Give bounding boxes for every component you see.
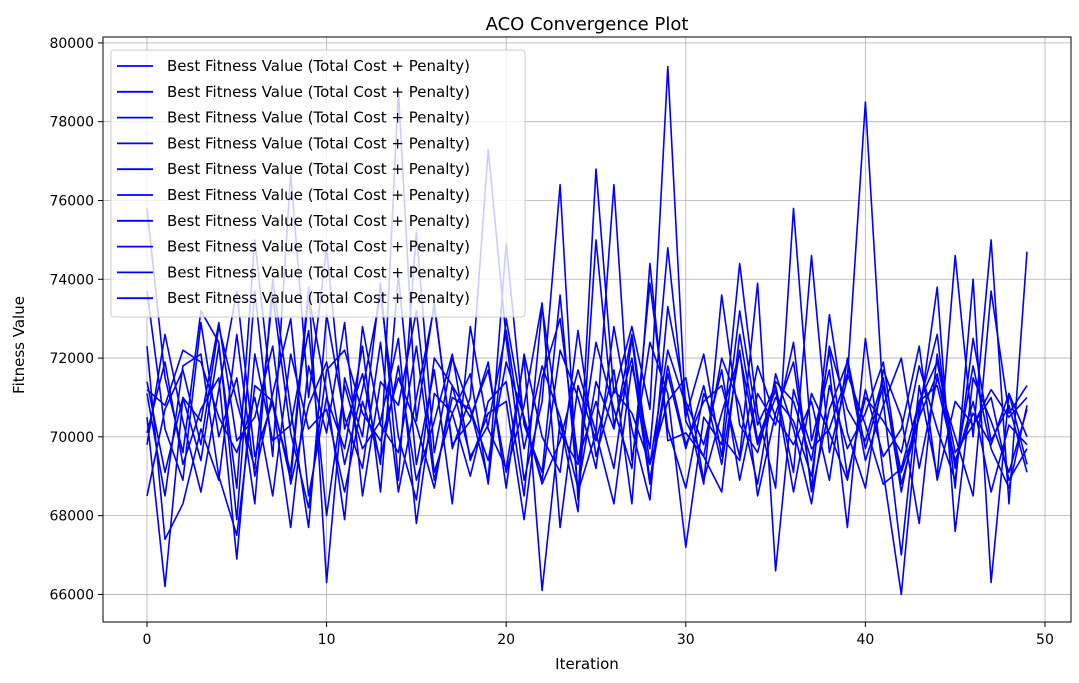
x-axis-label: Iteration <box>555 655 619 673</box>
series-line-7 <box>146 282 1028 560</box>
legend-label: Best Fitness Value (Total Cost + Penalty… <box>167 83 470 101</box>
y-tick-label: 72000 <box>49 351 94 367</box>
x-tick-label: 40 <box>856 632 874 648</box>
y-tick-label: 66000 <box>49 587 94 603</box>
y-tick-label: 80000 <box>49 36 94 52</box>
legend-label: Best Fitness Value (Total Cost + Penalty… <box>167 212 470 230</box>
x-tick-label: 20 <box>497 632 515 648</box>
series-line-10 <box>146 294 1028 501</box>
plot-frame <box>102 36 1072 623</box>
y-tick-label: 68000 <box>49 509 94 525</box>
y-tick-label: 78000 <box>49 115 94 131</box>
legend-label: Best Fitness Value (Total Cost + Penalty… <box>167 160 470 178</box>
legend-label: Best Fitness Value (Total Cost + Penalty… <box>167 134 470 152</box>
x-tick-label: 30 <box>677 632 695 648</box>
y-tick-label: 70000 <box>49 430 94 446</box>
legend: Best Fitness Value (Total Cost + Penalty… <box>110 49 526 318</box>
series-lines <box>146 65 1028 596</box>
x-tick-label: 50 <box>1036 632 1054 648</box>
y-axis-label: Fitness Value <box>10 296 28 394</box>
chart-title: ACO Convergence Plot <box>486 14 689 35</box>
y-tick-label: 74000 <box>49 272 94 288</box>
legend-label: Best Fitness Value (Total Cost + Penalty… <box>167 289 470 307</box>
y-tick-label: 76000 <box>49 193 94 209</box>
legend-box <box>110 49 526 318</box>
x-tick-label: 0 <box>143 632 152 648</box>
legend-label: Best Fitness Value (Total Cost + Penalty… <box>167 57 470 75</box>
axes <box>102 36 1072 623</box>
legend-label: Best Fitness Value (Total Cost + Penalty… <box>167 238 470 256</box>
legend-label: Best Fitness Value (Total Cost + Penalty… <box>167 263 470 281</box>
x-axis-ticks: 0 10 20 30 40 50 <box>143 622 1054 648</box>
y-axis-ticks: 66000 68000 70000 72000 74000 76000 78000 80000 <box>49 36 103 603</box>
legend-label: Best Fitness Value (Total Cost + Penalty… <box>167 109 470 127</box>
x-tick-label: 10 <box>318 632 336 648</box>
legend-label: Best Fitness Value (Total Cost + Penalty… <box>167 186 470 204</box>
series-line-8 <box>146 278 1028 529</box>
